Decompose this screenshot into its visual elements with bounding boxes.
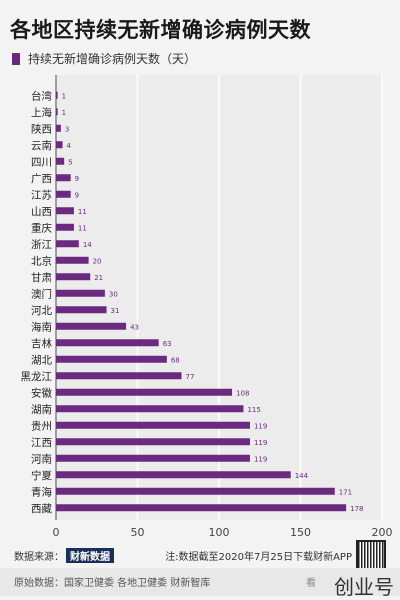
bar <box>56 256 89 264</box>
brand-logo: 财新数据 <box>66 548 114 563</box>
value-label: 31 <box>111 307 120 315</box>
value-label: 5 <box>68 158 72 166</box>
bar <box>56 124 61 132</box>
value-label: 144 <box>295 472 309 480</box>
category-label: 吉林 <box>31 337 52 350</box>
x-tick-label: 0 <box>53 526 60 539</box>
category-label: 江苏 <box>31 188 52 201</box>
category-label: 澳门 <box>31 287 52 300</box>
category-label: 陕西 <box>31 122 52 135</box>
category-label: 浙江 <box>31 239 52 251</box>
value-label: 1 <box>62 92 66 100</box>
value-label: 43 <box>130 323 139 331</box>
category-label: 西藏 <box>31 503 52 515</box>
x-tick-label: 200 <box>372 526 393 539</box>
bar <box>56 223 74 231</box>
value-label: 68 <box>171 356 180 364</box>
category-label: 贵州 <box>31 419 52 432</box>
qr-code-icon <box>356 540 386 570</box>
value-label: 9 <box>75 191 79 199</box>
value-label: 119 <box>254 439 267 447</box>
x-tick-label: 150 <box>290 526 311 539</box>
category-label: 青海 <box>31 485 52 498</box>
bar-chart: 0 50 100 150 200 台湾 1 上海 1 陕西 3 云南 4 四川 5 广西 9 江苏 9 山西 11 重庆 1… <box>21 75 393 539</box>
value-label: 178 <box>350 505 363 513</box>
chart-title: 各地区持续无新增确诊病例天数 <box>10 18 311 42</box>
bar <box>56 174 71 182</box>
value-label: 115 <box>247 406 260 414</box>
bar <box>56 454 250 462</box>
bar <box>56 289 105 297</box>
bar <box>56 438 250 446</box>
bar <box>56 372 182 380</box>
value-label: 11 <box>78 224 87 232</box>
category-label: 海南 <box>31 320 52 333</box>
footer-origin: 原始数据：国家卫健委 各地卫健委 财新智库 看 <box>0 568 400 596</box>
bar <box>56 405 244 413</box>
value-label: 119 <box>254 422 267 430</box>
bar <box>56 471 291 479</box>
category-label: 云南 <box>31 139 52 152</box>
category-label: 宁夏 <box>31 469 52 482</box>
bar <box>56 487 335 495</box>
legend: 持续无新增确诊病例天数（天） <box>12 50 196 67</box>
value-label: 9 <box>75 175 79 183</box>
watermark-text: 创业号 <box>334 575 394 599</box>
bar <box>56 273 91 281</box>
value-label: 30 <box>109 290 118 298</box>
category-label: 甘肃 <box>31 271 52 284</box>
bar <box>56 355 167 363</box>
bar <box>56 207 74 215</box>
legend-swatch <box>12 52 20 65</box>
category-label: 河南 <box>31 452 52 465</box>
bar <box>56 108 58 116</box>
category-label: 江西 <box>31 437 52 449</box>
value-label: 14 <box>83 241 92 249</box>
value-label: 11 <box>78 208 87 216</box>
category-label: 上海 <box>31 106 52 119</box>
bar <box>56 240 79 248</box>
origin-line: 原始数据：国家卫健委 各地卫健委 财新智库 <box>14 578 211 589</box>
source-line: 数据来源： 财新数据 <box>14 548 114 563</box>
category-label: 湖北 <box>31 354 52 366</box>
value-label: 20 <box>93 257 102 265</box>
bar <box>56 504 347 512</box>
category-label: 河北 <box>31 305 52 317</box>
footer-source: 数据来源： 财新数据 注:数据截至2020年7月25日下载财新APP <box>0 548 400 564</box>
origin-tail: 看 <box>306 578 316 589</box>
category-label: 安徽 <box>31 386 52 399</box>
bar <box>56 322 127 330</box>
bar <box>56 141 63 149</box>
value-label: 1 <box>62 109 66 117</box>
value-label: 4 <box>67 142 72 150</box>
bar <box>56 157 65 165</box>
bar <box>56 91 58 99</box>
value-label: 119 <box>254 455 267 463</box>
value-label: 171 <box>339 488 352 496</box>
bar <box>56 190 71 198</box>
value-label: 108 <box>236 389 249 397</box>
bar <box>56 421 250 429</box>
value-label: 21 <box>94 274 103 282</box>
legend-label: 持续无新增确诊病例天数（天） <box>28 52 197 66</box>
category-label: 重庆 <box>31 221 52 234</box>
category-label: 湖南 <box>31 403 52 416</box>
bar <box>56 306 107 314</box>
x-tick-label: 50 <box>131 526 145 539</box>
value-label: 3 <box>65 125 69 133</box>
footer-note: 注:数据截至2020年7月25日下载财新APP <box>165 552 352 563</box>
value-label: 63 <box>163 340 172 348</box>
bar <box>56 339 159 347</box>
value-label: 77 <box>186 373 195 381</box>
category-label: 北京 <box>31 254 52 267</box>
category-label: 黑龙江 <box>21 370 53 383</box>
x-tick-label: 100 <box>209 526 230 539</box>
category-label: 台湾 <box>31 89 52 102</box>
bar <box>56 388 233 396</box>
category-label: 广西 <box>31 173 52 185</box>
category-label: 四川 <box>31 156 52 168</box>
category-label: 山西 <box>31 206 52 218</box>
source-label: 数据来源： <box>14 552 64 563</box>
